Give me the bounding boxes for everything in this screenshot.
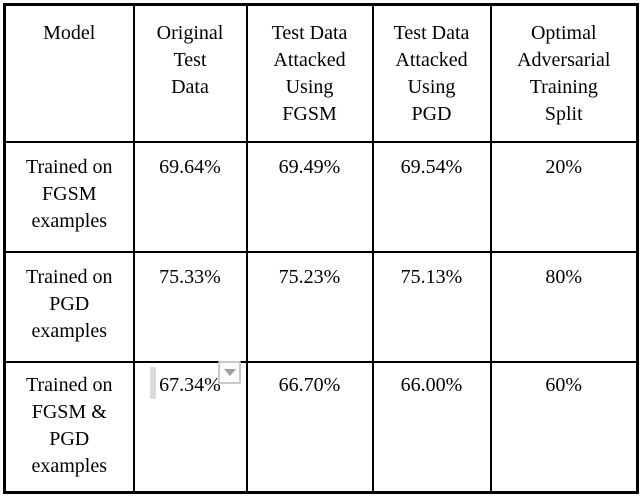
row-label-fgsm-pgd-trained: Trained on FGSM & PGD examples [3,360,135,494]
cell-both-pgd: 66.00% [371,360,492,494]
column-header-pgd-attacked: Test Data Attacked Using PGD [371,3,492,143]
cell-both-original: 67.34% [132,360,248,494]
cell-pgd-pgd: 75.13% [371,250,492,363]
cell-both-split: 60% [489,360,639,494]
chevron-down-icon [223,369,236,376]
cell-pgd-split: 80% [489,250,639,363]
cell-fgsm-fgsm: 69.49% [245,140,374,253]
text-cursor-highlight [150,367,156,399]
column-header-fgsm-attacked: Test Data Attacked Using FGSM [245,3,374,143]
dropdown-button[interactable] [218,361,241,384]
row-label-fgsm-trained: Trained on FGSM examples [3,140,135,253]
row-label-pgd-trained: Trained on PGD examples [3,250,135,363]
table-row-fgsm-trained: Trained on FGSM examples 69.64% 69.49% 6… [3,140,639,253]
results-table-container: Model Original Test Data Test Data Attac… [3,3,639,494]
table-row-pgd-trained: Trained on PGD examples 75.33% 75.23% 75… [3,250,639,363]
column-header-optimal-split: Optimal Adversarial Training Split [489,3,639,143]
header-row: Model Original Test Data Test Data Attac… [3,3,639,143]
cell-pgd-fgsm: 75.23% [245,250,374,363]
cell-fgsm-pgd: 69.54% [371,140,492,253]
cell-fgsm-original: 69.64% [132,140,248,253]
cell-pgd-original: 75.33% [132,250,248,363]
table-row-fgsm-pgd-trained: Trained on FGSM & PGD examples 67.34% 66… [3,360,639,494]
cell-both-fgsm: 66.70% [245,360,374,494]
column-header-original-test-data: Original Test Data [132,3,248,143]
cell-fgsm-split: 20% [489,140,639,253]
adversarial-training-results-table: Model Original Test Data Test Data Attac… [3,3,639,494]
column-header-model: Model [3,3,135,143]
